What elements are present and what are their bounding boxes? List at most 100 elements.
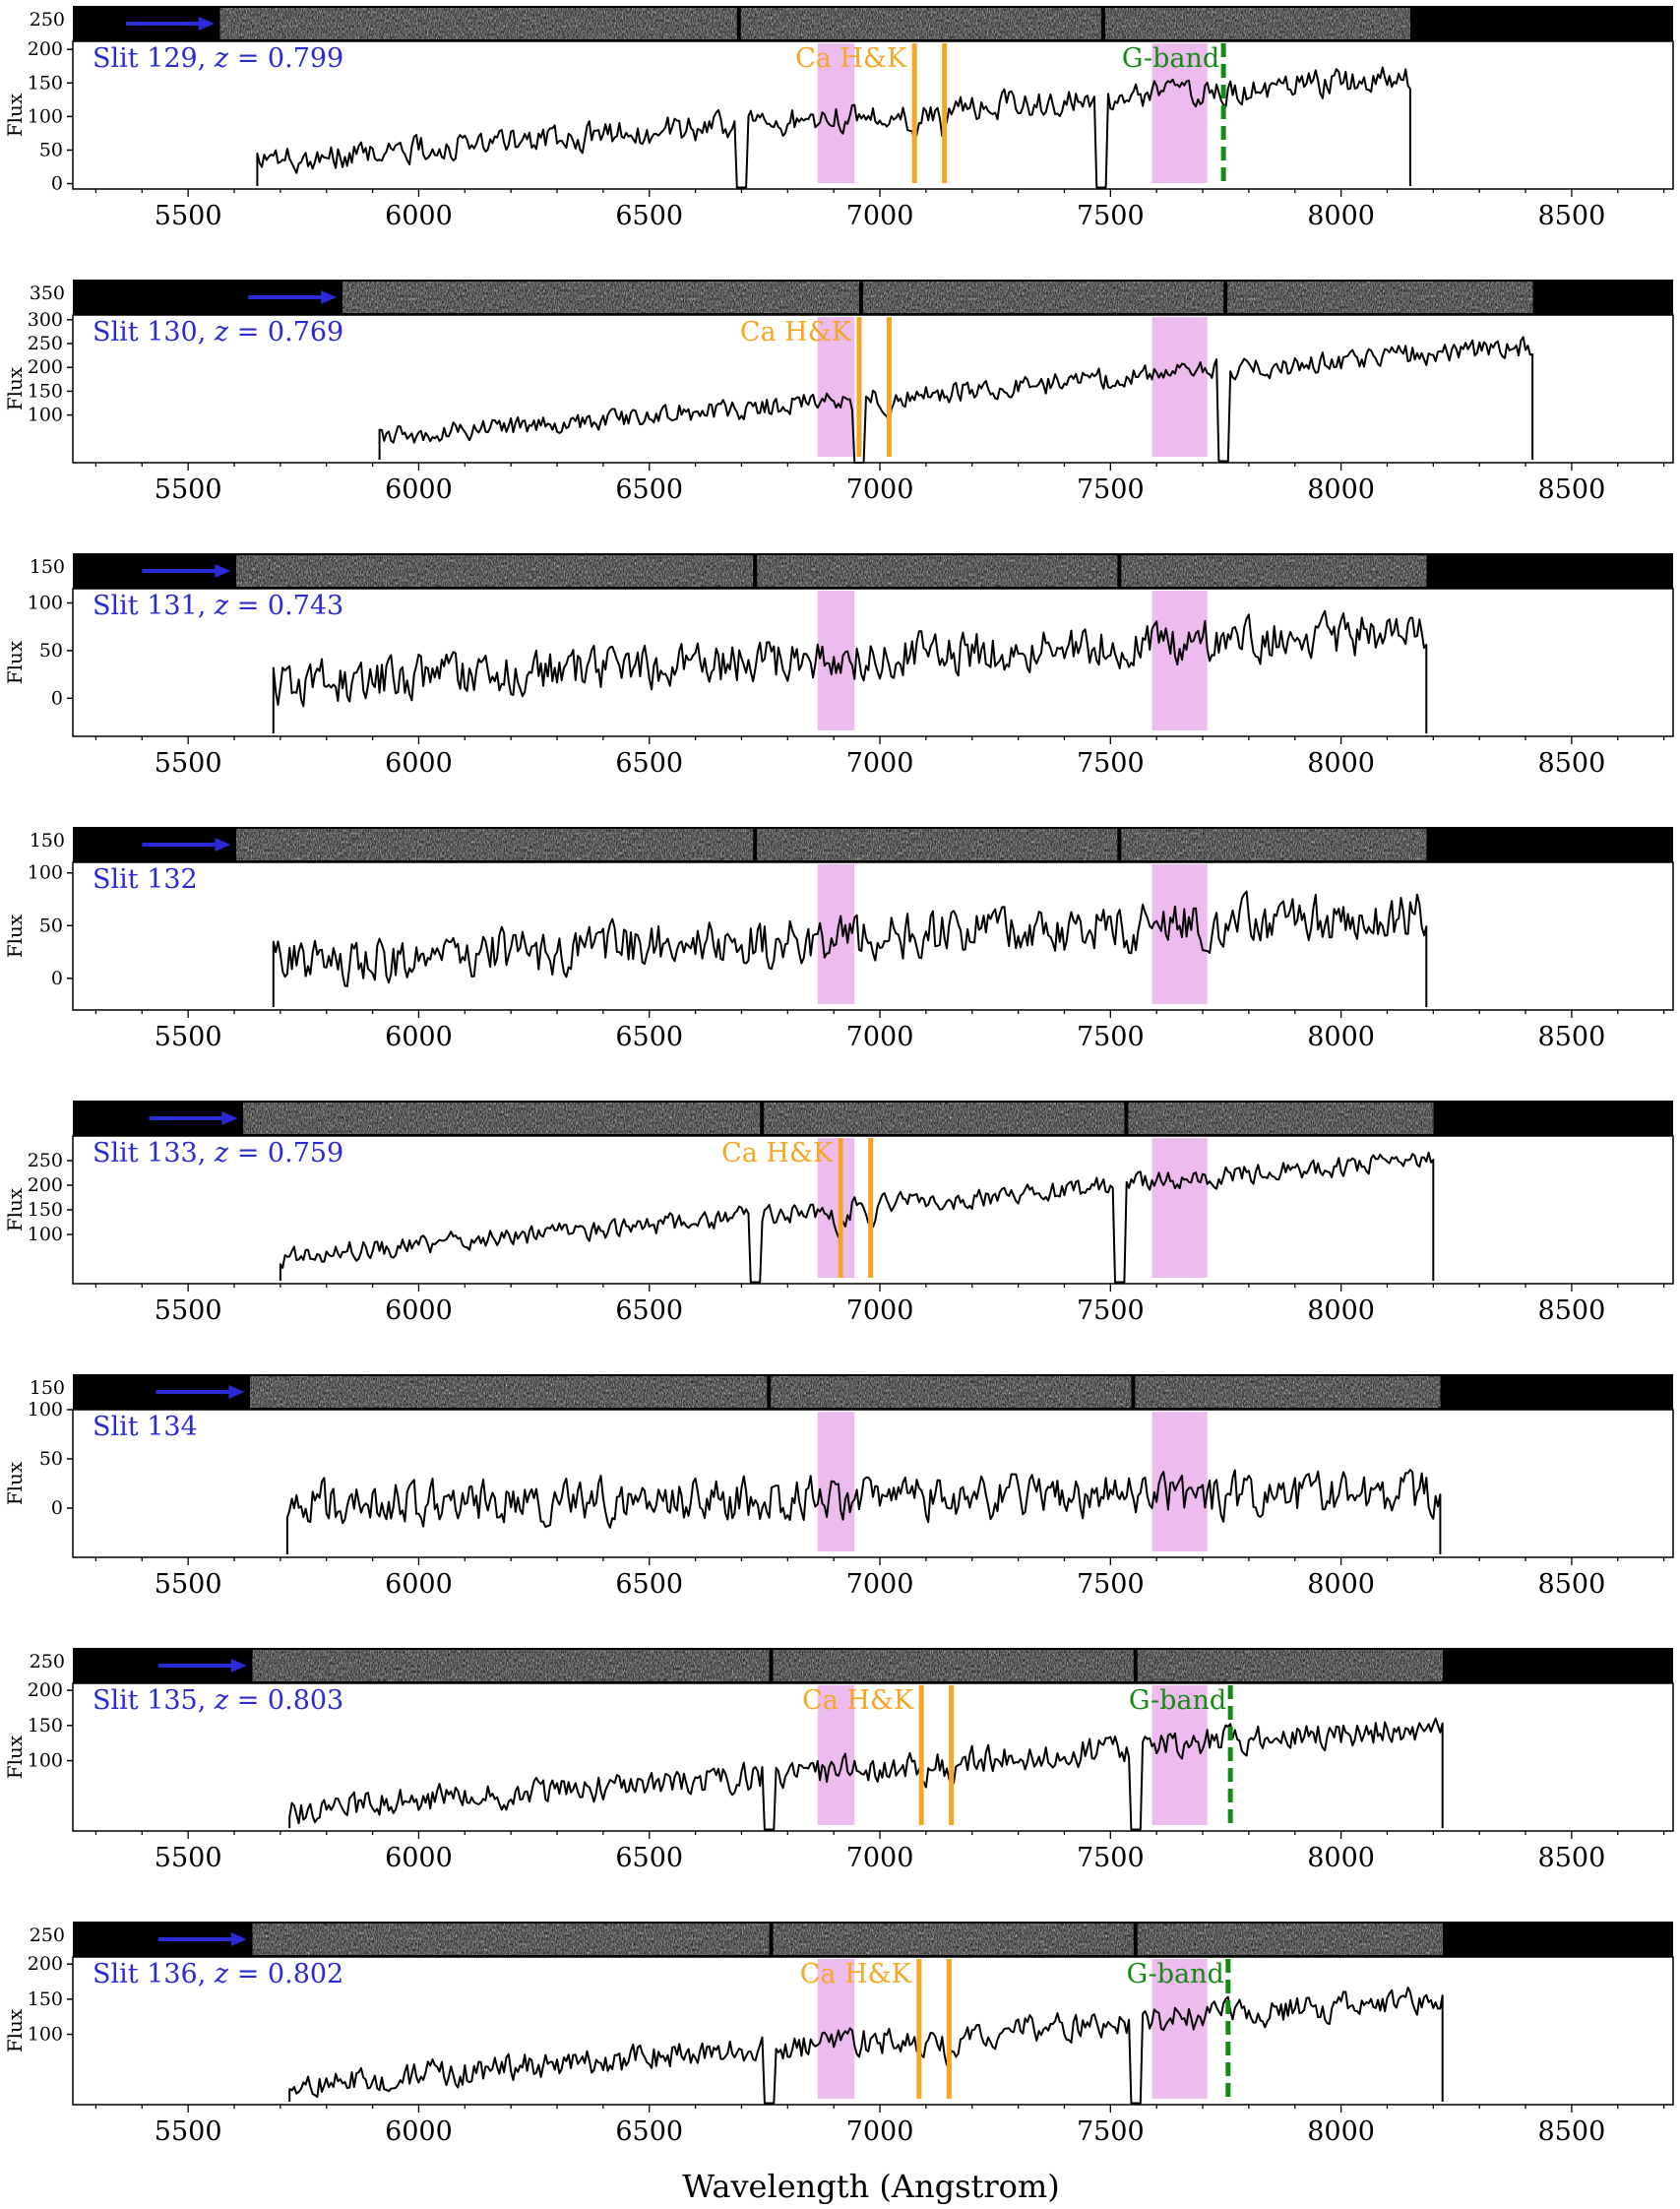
chip-gap: [1124, 1101, 1129, 1136]
xtick-label: 6500: [615, 1569, 683, 1600]
telluric-band: [1151, 591, 1208, 730]
ytick-label: 50: [39, 640, 63, 662]
slit-arrow-head: [321, 290, 338, 304]
panel-slit-136: 250 Ca H&K G-band 100 150 200 Flux 5500 6000 6500…: [3, 1922, 1674, 2147]
slit-label: Slit 130, z = 0.769: [93, 317, 343, 347]
image-ytick-label: 250: [30, 9, 65, 31]
xtick-label: 6000: [385, 1843, 453, 1873]
y-axis-label: Flux: [3, 640, 27, 684]
xtick-label: 7000: [846, 474, 914, 505]
plot-frame: [72, 1956, 1674, 2106]
xtick-label: 7500: [1077, 201, 1145, 231]
ytick-label: 0: [51, 687, 63, 709]
chip-gap: [753, 553, 758, 589]
xtick-label: 5500: [155, 748, 222, 779]
ytick-label: 150: [28, 1988, 63, 2010]
chip-gap: [1131, 1374, 1136, 1410]
ytick-label: 200: [28, 356, 63, 378]
slit-image-spectrum: [243, 1103, 1434, 1134]
slit-image-spectrum: [236, 555, 1427, 587]
ytick-label: 100: [28, 862, 63, 884]
xtick-label: 7000: [846, 748, 914, 779]
panel-slit-135: 250 Ca H&K G-band 100 150 200 Flux 5500 6000 6500…: [3, 1648, 1674, 1873]
xtick-label: 7500: [1077, 748, 1145, 779]
ytick-label: 150: [28, 1199, 63, 1221]
xtick-label: 6000: [385, 201, 453, 231]
ytick-label: 100: [28, 593, 63, 614]
xtick-label: 6000: [385, 2116, 453, 2147]
spectrum-line: [288, 1717, 1444, 1831]
telluric-band: [817, 1412, 855, 1551]
slit-label: Slit 134: [93, 1412, 198, 1442]
chip-gap: [1223, 280, 1228, 315]
spectrum-line: [272, 890, 1428, 1007]
xtick-label: 8000: [1307, 1843, 1375, 1873]
plot-frame: [72, 314, 1674, 464]
slit-arrow-head: [215, 564, 231, 578]
ytick-label: 50: [39, 1448, 63, 1470]
ytick-label: 100: [28, 1750, 63, 1772]
ytick-label: 200: [28, 1953, 63, 1975]
xtick-label: 5500: [155, 2116, 222, 2147]
slit-label: Slit 135, z = 0.803: [93, 1685, 343, 1716]
xtick-label: 7500: [1077, 1295, 1145, 1326]
telluric-band: [817, 1685, 855, 1825]
xtick-label: 6000: [385, 474, 453, 505]
xtick-label: 8000: [1307, 748, 1375, 779]
slit-arrow-head: [215, 838, 231, 852]
g-band-label: G-band: [1122, 43, 1219, 74]
xtick-label: 7000: [846, 1022, 914, 1052]
image-ytick-label: 150: [30, 556, 65, 578]
ytick-label: 200: [28, 1679, 63, 1701]
xtick-label: 6500: [615, 474, 683, 505]
ytick-label: 250: [28, 1150, 63, 1171]
chip-gap: [1100, 6, 1105, 41]
xtick-label: 5500: [155, 1295, 222, 1326]
y-axis-label: Flux: [3, 93, 27, 137]
panel-slit-131: 150 0 50 100 Flux 5500 6000 6500 7000 7500 8000 850…: [3, 553, 1674, 779]
slit-arrow-head: [228, 1385, 245, 1399]
chip-gap: [769, 1648, 774, 1683]
ytick-label: 150: [28, 72, 63, 94]
xtick-label: 6500: [615, 201, 683, 231]
ytick-label: 150: [28, 1715, 63, 1736]
spectrum-line: [285, 1469, 1442, 1554]
xtick-label: 6500: [615, 2116, 683, 2147]
xtick-label: 6500: [615, 1022, 683, 1052]
xtick-label: 7000: [846, 201, 914, 231]
g-band-label: G-band: [1129, 1685, 1226, 1716]
xtick-label: 8500: [1538, 1022, 1606, 1052]
y-axis-label: Flux: [3, 366, 27, 410]
panel-slit-129: 250 Ca H&K G-band 0 50 100 150 200 Flux 5500 6000 6…: [3, 6, 1674, 231]
xtick-label: 7000: [846, 1295, 914, 1326]
x-axis-label: Wavelength (Angstrom): [682, 2168, 1059, 2205]
image-ytick-label: 150: [30, 1377, 65, 1399]
xtick-label: 6500: [615, 1843, 683, 1873]
xtick-label: 6000: [385, 1295, 453, 1326]
spectrum-line: [256, 66, 1411, 189]
slit-label: Slit 133, z = 0.759: [93, 1138, 343, 1168]
xtick-label: 8500: [1538, 474, 1606, 505]
xtick-label: 5500: [155, 201, 222, 231]
telluric-band: [817, 1959, 855, 2099]
telluric-band: [1151, 1138, 1208, 1278]
ytick-label: 300: [28, 309, 63, 331]
xtick-label: 5500: [155, 1022, 222, 1052]
ytick-label: 150: [28, 380, 63, 402]
xtick-label: 8500: [1538, 2116, 1606, 2147]
xtick-label: 7000: [846, 1843, 914, 1873]
y-axis-label: Flux: [3, 1461, 27, 1505]
xtick-label: 8000: [1307, 1569, 1375, 1600]
ytick-label: 0: [51, 1497, 63, 1519]
plot-frame: [72, 1682, 1674, 1832]
ytick-label: 200: [28, 1174, 63, 1196]
ytick-label: 0: [51, 173, 63, 195]
slit-arrow-head: [198, 17, 215, 31]
chip-gap: [1117, 827, 1122, 862]
ytick-label: 50: [39, 139, 63, 160]
ytick-label: 100: [28, 1399, 63, 1420]
chip-gap: [767, 1374, 772, 1410]
chip-gap: [753, 827, 758, 862]
